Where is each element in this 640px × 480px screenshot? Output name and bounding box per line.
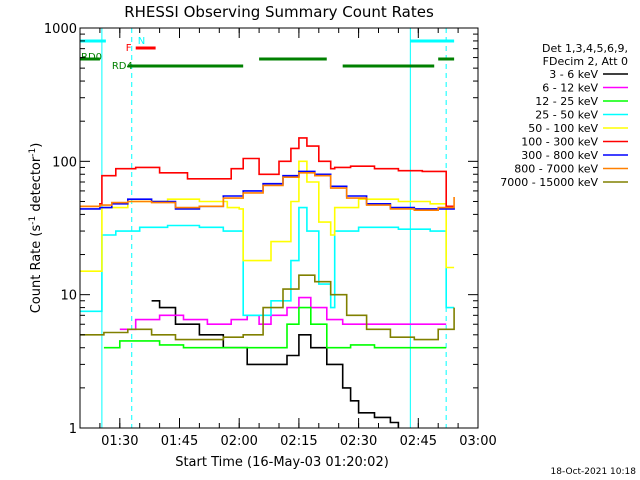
x-tick-label-5: 02:45 xyxy=(400,434,437,449)
x-tick-label-6: 03:00 xyxy=(459,434,496,449)
legend-label-4: 50 - 100 keV xyxy=(528,122,598,135)
y-axis-label: Count Rate (s-1 detector-1) xyxy=(28,143,44,314)
legend-label-2: 12 - 25 keV xyxy=(535,95,598,108)
y-axis-label-sup1: -1 xyxy=(28,216,38,225)
x-tick-label-3: 02:15 xyxy=(280,434,317,449)
series-layer xyxy=(80,137,455,428)
y-axis-label-mid: detector xyxy=(29,156,44,216)
axis-ticks: 1 10 100 1000 01:30 01:45 02:00 02:15 02:30 02:45… xyxy=(44,22,497,449)
series-line-7 xyxy=(80,172,455,211)
legend-header-1: FDecim 2, Att 0 xyxy=(543,55,628,68)
legend: Det 1,3,4,5,6,9,FDecim 2, Att 03 - 6 keV… xyxy=(500,42,628,189)
x-axis-label: Start Time (16-May-03 01:20:02) xyxy=(175,455,389,470)
series-line-4 xyxy=(80,160,455,272)
series-line-6 xyxy=(80,170,455,210)
rd0-label: RD0 xyxy=(81,52,102,63)
series-line-5 xyxy=(80,137,455,208)
saa-label: N xyxy=(138,36,145,47)
series-line-8 xyxy=(80,274,455,341)
y-tick-label-1: 10 xyxy=(60,289,77,304)
legend-label-0: 3 - 6 keV xyxy=(549,68,598,81)
series-line-2 xyxy=(103,306,447,349)
y-tick-label-3: 1000 xyxy=(44,22,77,37)
y-axis-label-text: Count Rate (s-1 detector-1) xyxy=(28,143,44,314)
y-axis-label-sup2: -1 xyxy=(28,148,38,157)
status-annotations: NF RD0 RD4 xyxy=(80,28,455,428)
series-line-1 xyxy=(119,296,447,331)
y-tick-label-2: 100 xyxy=(52,155,77,170)
legend-label-1: 6 - 12 keV xyxy=(542,82,598,95)
series-line-0 xyxy=(151,300,400,428)
x-tick-label-4: 02:30 xyxy=(340,434,377,449)
y-tick-label-0: 1 xyxy=(69,422,77,437)
legend-label-7: 800 - 7000 keV xyxy=(514,163,598,176)
legend-label-6: 300 - 800 keV xyxy=(521,149,598,162)
x-tick-label-2: 02:00 xyxy=(220,434,257,449)
legend-label-8: 7000 - 15000 keV xyxy=(500,176,598,189)
y-axis-label-main: Count Rate (s xyxy=(29,225,44,314)
legend-label-5: 100 - 300 keV xyxy=(521,136,598,149)
series-line-3 xyxy=(80,206,455,317)
footer-date: 18-Oct-2021 10:18 xyxy=(551,467,637,477)
legend-header-0: Det 1,3,4,5,6,9, xyxy=(542,42,628,55)
rd4-label: RD4 xyxy=(112,61,133,72)
y-axis-label-end: ) xyxy=(29,143,44,148)
x-tick-label-0: 01:30 xyxy=(101,434,138,449)
x-tick-label-1: 01:45 xyxy=(161,434,198,449)
chart-title: RHESSI Observing Summary Count Rates xyxy=(124,3,434,21)
legend-label-3: 25 - 50 keV xyxy=(535,109,598,122)
flare-label: F xyxy=(126,43,132,54)
